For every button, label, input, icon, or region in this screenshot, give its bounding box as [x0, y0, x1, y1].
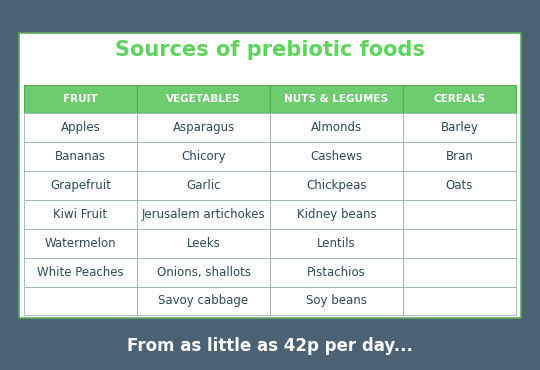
Bar: [137, 286, 270, 315]
Bar: [403, 171, 516, 200]
Text: Kidney beans: Kidney beans: [296, 208, 376, 221]
Bar: [403, 229, 516, 258]
Bar: [24, 258, 137, 286]
Bar: [137, 171, 270, 200]
Bar: [270, 85, 403, 114]
Text: Lentils: Lentils: [317, 237, 356, 250]
Bar: [403, 85, 516, 114]
FancyBboxPatch shape: [19, 33, 521, 318]
Bar: [270, 171, 403, 200]
Bar: [137, 85, 270, 114]
Text: Sources of prebiotic foods: Sources of prebiotic foods: [115, 40, 425, 60]
Bar: [270, 258, 403, 286]
Text: Kiwi Fruit: Kiwi Fruit: [53, 208, 107, 221]
Text: Jerusalem artichokes: Jerusalem artichokes: [141, 208, 265, 221]
Text: Apples: Apples: [60, 121, 100, 134]
Text: Leeks: Leeks: [187, 237, 220, 250]
Bar: [24, 85, 137, 114]
Text: White Peaches: White Peaches: [37, 266, 124, 279]
Bar: [270, 142, 403, 171]
Bar: [24, 171, 137, 200]
Text: FRUIT: FRUIT: [63, 94, 98, 104]
Text: Bran: Bran: [446, 150, 474, 163]
Text: Watermelon: Watermelon: [45, 237, 116, 250]
Bar: [137, 229, 270, 258]
Bar: [24, 200, 137, 229]
Text: Asparagus: Asparagus: [172, 121, 235, 134]
Bar: [403, 258, 516, 286]
Bar: [270, 114, 403, 142]
Bar: [270, 286, 403, 315]
Bar: [403, 142, 516, 171]
Text: From as little as 42p per day...: From as little as 42p per day...: [127, 337, 413, 355]
Text: Barley: Barley: [441, 121, 478, 134]
Text: NUTS & LEGUMES: NUTS & LEGUMES: [285, 94, 388, 104]
Bar: [24, 229, 137, 258]
Bar: [24, 286, 137, 315]
Text: VEGETABLES: VEGETABLES: [166, 94, 241, 104]
Text: Bananas: Bananas: [55, 150, 106, 163]
Bar: [403, 114, 516, 142]
Text: Onions, shallots: Onions, shallots: [157, 266, 251, 279]
Text: Oats: Oats: [446, 179, 473, 192]
Bar: [403, 200, 516, 229]
Text: Cashews: Cashews: [310, 150, 362, 163]
Bar: [137, 142, 270, 171]
Text: CEREALS: CEREALS: [434, 94, 485, 104]
Text: Garlic: Garlic: [186, 179, 221, 192]
Text: Chickpeas: Chickpeas: [306, 179, 367, 192]
Text: Grapefruit: Grapefruit: [50, 179, 111, 192]
Text: Almonds: Almonds: [311, 121, 362, 134]
Bar: [137, 258, 270, 286]
Text: Soy beans: Soy beans: [306, 295, 367, 307]
Bar: [137, 200, 270, 229]
Text: Chicory: Chicory: [181, 150, 226, 163]
Bar: [24, 142, 137, 171]
Bar: [24, 114, 137, 142]
Text: Savoy cabbage: Savoy cabbage: [159, 295, 248, 307]
Text: Pistachios: Pistachios: [307, 266, 366, 279]
Bar: [270, 229, 403, 258]
Bar: [403, 286, 516, 315]
Bar: [270, 200, 403, 229]
Bar: [137, 114, 270, 142]
